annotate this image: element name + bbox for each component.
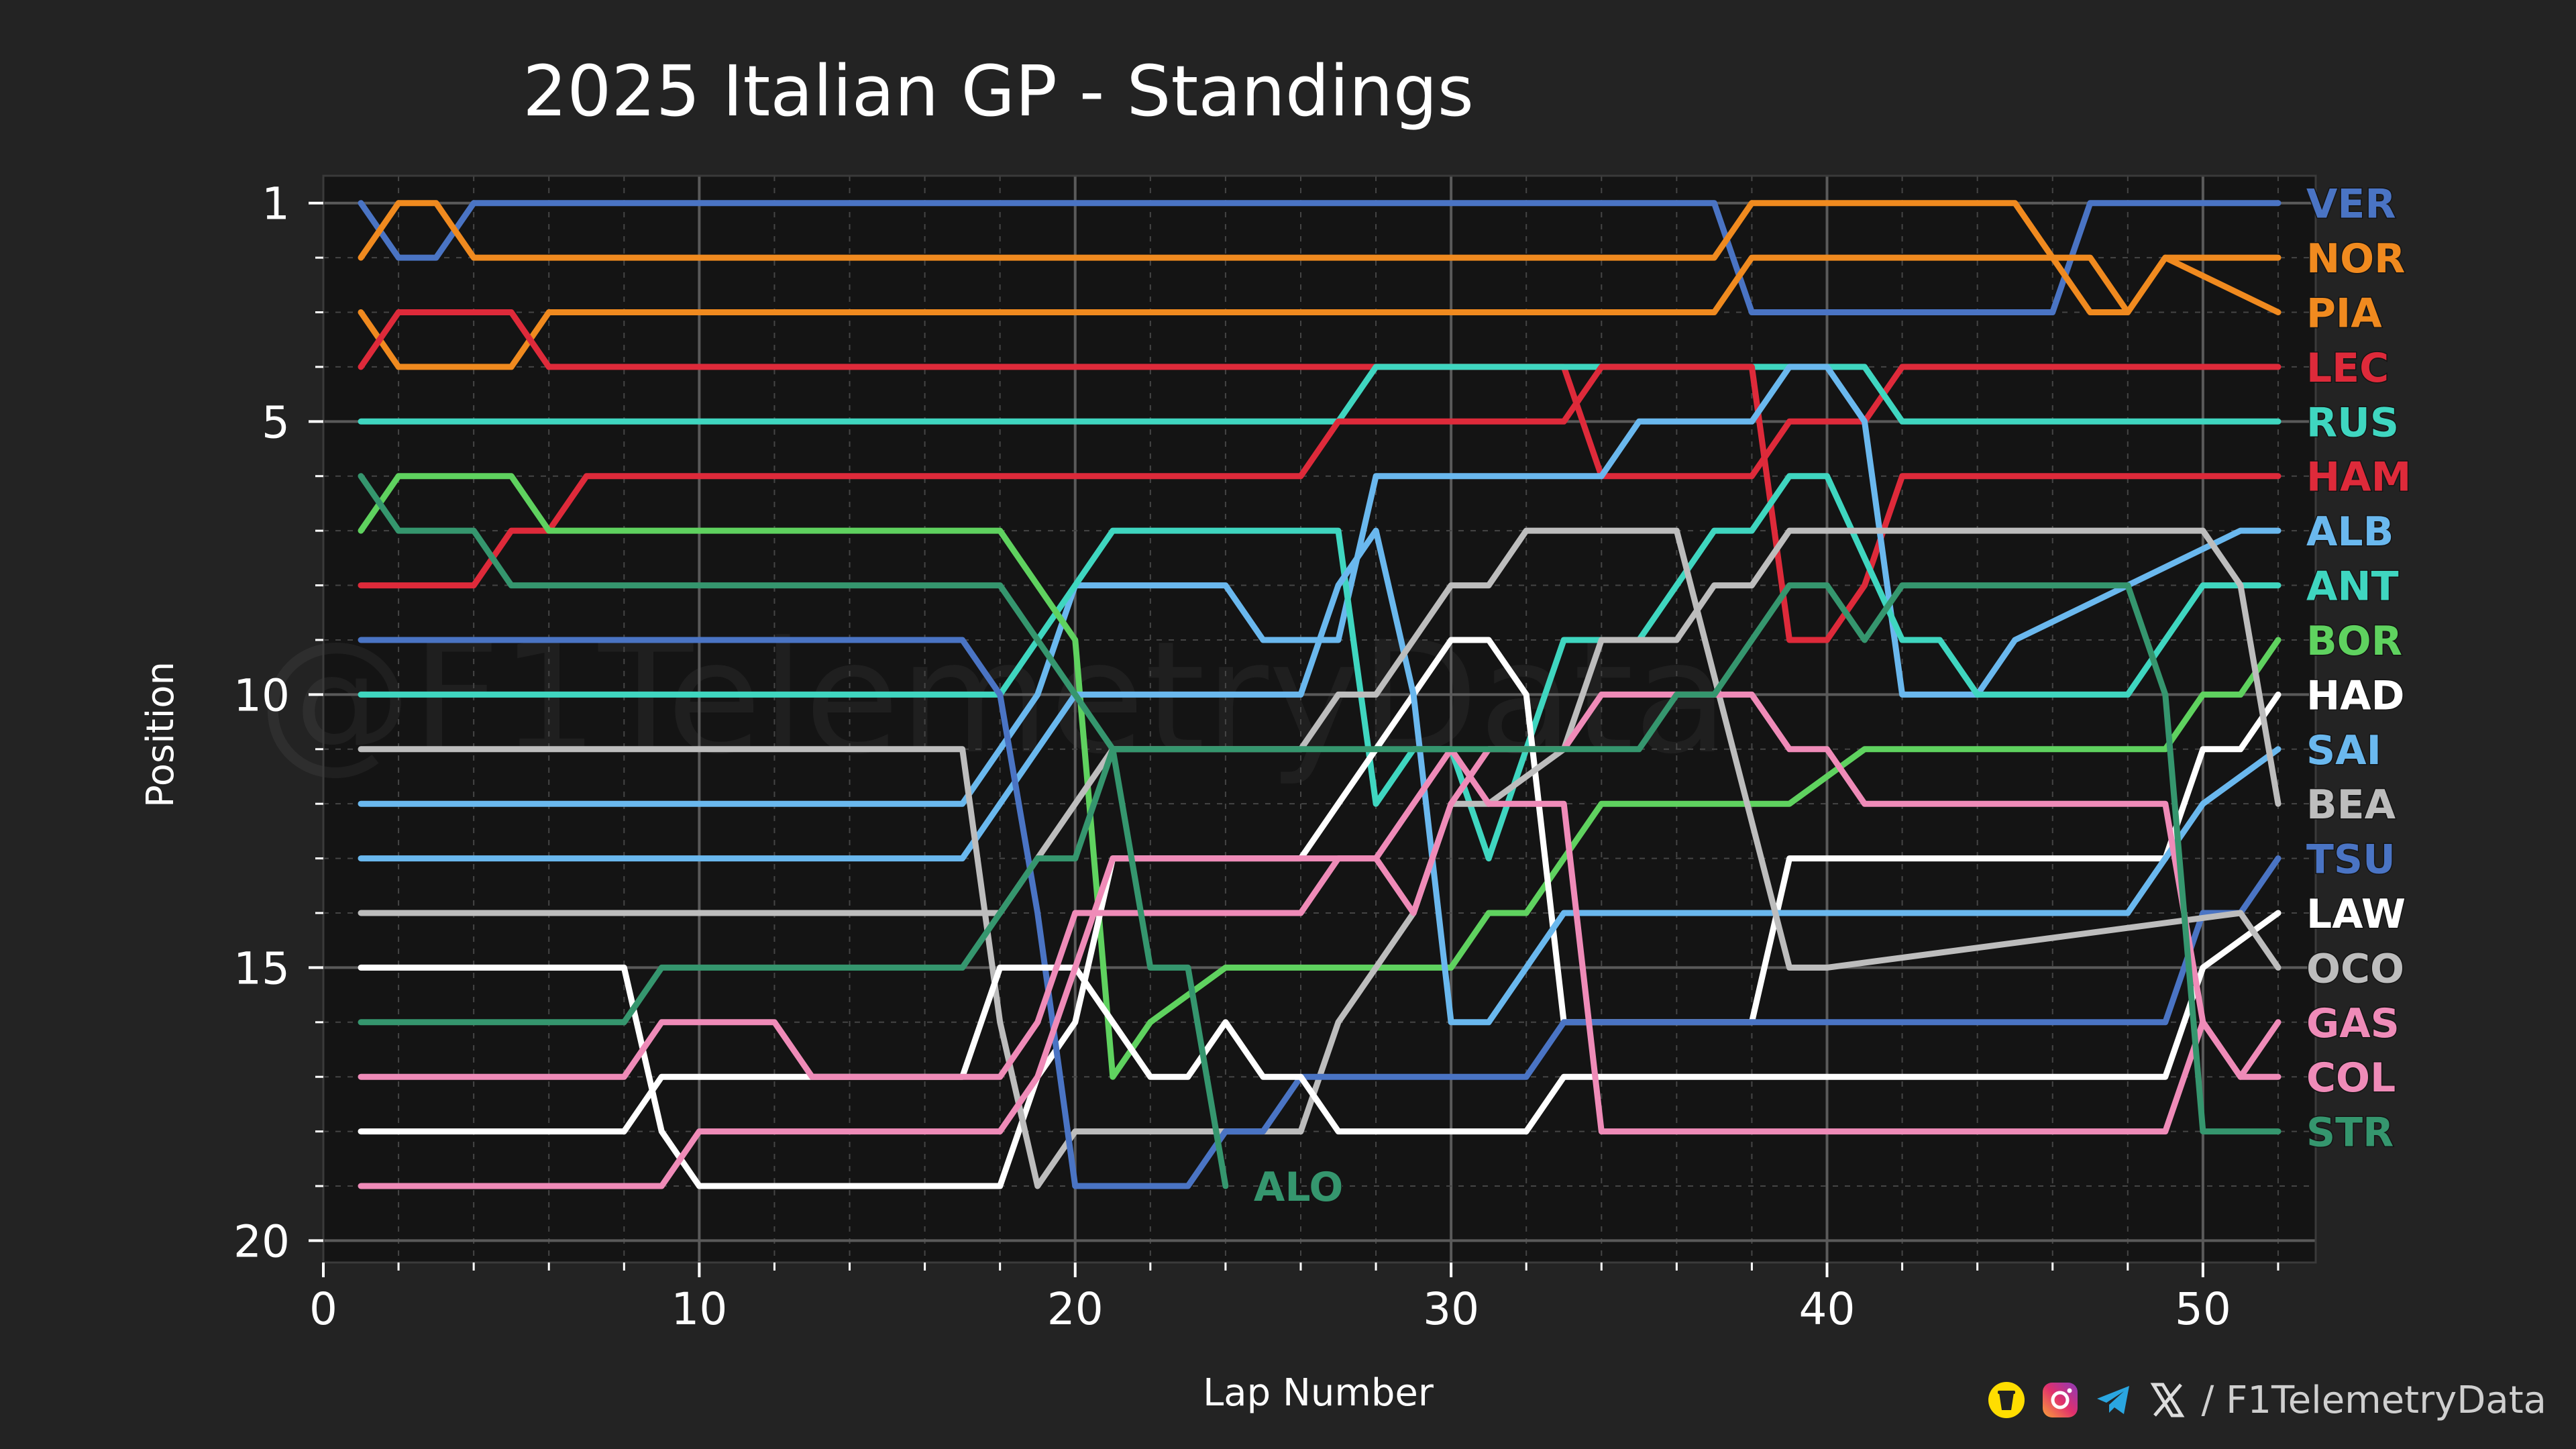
footer-handle[interactable]: / F1TelemetryData bbox=[2201, 1378, 2547, 1422]
plot-frame bbox=[322, 174, 2317, 1264]
series-line-ham bbox=[358, 364, 2282, 643]
series-line-ver bbox=[358, 200, 2282, 315]
driver-label-str: STR bbox=[2306, 1110, 2394, 1157]
driver-label-nor: NOR bbox=[2306, 235, 2405, 282]
instagram-icon[interactable] bbox=[2041, 1381, 2080, 1419]
x-tick-label: 40 bbox=[1799, 1283, 1856, 1335]
driver-label-ver: VER bbox=[2306, 181, 2396, 228]
series-line-law bbox=[358, 910, 2282, 1135]
x-tick-label: 10 bbox=[671, 1283, 727, 1335]
x-tick-label: 30 bbox=[1423, 1283, 1479, 1335]
series-line-alo bbox=[358, 746, 1229, 1189]
driver-label-alb: ALB bbox=[2306, 508, 2394, 555]
telegram-icon[interactable] bbox=[2094, 1381, 2133, 1419]
driver-label-bor: BOR bbox=[2306, 618, 2402, 665]
x-tick-label: 20 bbox=[1047, 1283, 1104, 1335]
driver-label-gas: GAS bbox=[2306, 1000, 2400, 1047]
series-line-tsu bbox=[358, 637, 2282, 1189]
y-tick-label: 5 bbox=[262, 396, 290, 448]
driver-label-bea: BEA bbox=[2306, 782, 2396, 828]
driver-label-pia: PIA bbox=[2306, 290, 2382, 337]
driver-label-col: COL bbox=[2306, 1055, 2396, 1102]
driver-label-rus: RUS bbox=[2306, 399, 2399, 446]
series-line-oco bbox=[358, 527, 2282, 971]
series-line-bor bbox=[358, 473, 2282, 1080]
footer-social: / F1TelemetryData bbox=[1987, 1370, 2547, 1430]
driver-label-oco: OCO bbox=[2306, 945, 2404, 992]
series-line-sai bbox=[358, 527, 2282, 1026]
driver-label-had: HAD bbox=[2306, 672, 2404, 719]
y-axis-label: Position bbox=[139, 661, 182, 808]
driver-label-ant: ANT bbox=[2306, 564, 2399, 610]
series-line-had bbox=[358, 637, 2282, 1189]
driver-label-tsu: TSU bbox=[2306, 837, 2396, 883]
driver-labels: VER NOR PIA LEC RUS HAM ALB ANT BOR HAD SAI BEA TSU L… bbox=[1252, 180, 2412, 1212]
x-icon[interactable] bbox=[2148, 1381, 2187, 1419]
driver-label-law: LAW bbox=[2306, 891, 2406, 938]
position-lines bbox=[358, 200, 2282, 1189]
x-axis-label: Lap Number bbox=[1203, 1371, 1434, 1415]
series-line-ant bbox=[358, 473, 2282, 862]
series-line-pia bbox=[358, 254, 2282, 370]
series-line-gas bbox=[358, 691, 2282, 1080]
y-tick-label: 1 bbox=[262, 178, 290, 230]
driver-label-sai: SAI bbox=[2306, 727, 2381, 774]
y-tick-label: 20 bbox=[233, 1216, 290, 1267]
chart-title: 2025 Italian GP - Standings bbox=[523, 50, 1474, 132]
buymeacoffee-icon[interactable] bbox=[1987, 1381, 2026, 1419]
driver-label-ham: HAM bbox=[2306, 454, 2411, 501]
series-line-str bbox=[358, 473, 2282, 1135]
driver-label-lec: LEC bbox=[2306, 345, 2389, 392]
series-line-bea bbox=[358, 527, 2282, 1189]
y-tick-label: 10 bbox=[233, 669, 290, 721]
series-line-col bbox=[358, 746, 2282, 1189]
y-tick-label: 15 bbox=[233, 943, 290, 994]
x-tick-label: 0 bbox=[309, 1283, 337, 1335]
x-tick-label: 50 bbox=[2175, 1283, 2231, 1335]
driver-label-alo: ALO bbox=[1254, 1164, 1344, 1211]
